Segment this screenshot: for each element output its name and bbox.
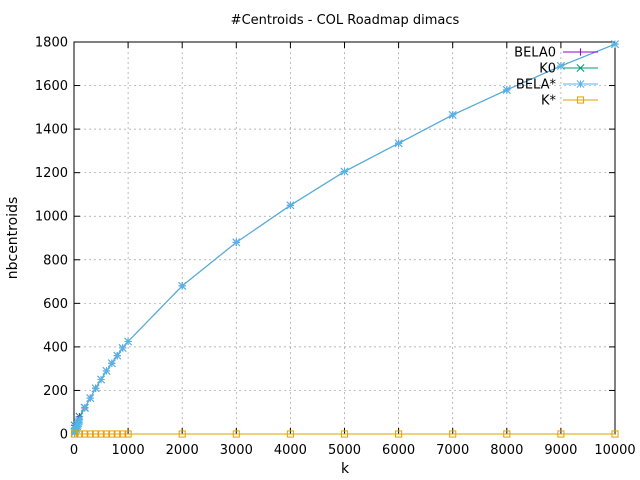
data-point-bela-star	[286, 201, 295, 210]
legend-marker-bela-star	[576, 80, 585, 88]
data-point-k-star	[124, 430, 132, 438]
data-point-bela-star	[73, 422, 82, 431]
x-tick-label: 9000	[544, 443, 577, 458]
data-point-bela-star	[394, 139, 403, 148]
data-point-k-star	[81, 430, 89, 438]
data-point-k-star	[503, 430, 511, 438]
chart-title: #Centroids - COL Roadmap dimacs	[231, 13, 460, 28]
x-tick-label: 5000	[328, 443, 361, 458]
data-point-k-star	[113, 430, 121, 438]
y-tick-label: 600	[43, 297, 68, 312]
series-bela-star	[70, 40, 619, 437]
y-tick-label: 1000	[35, 210, 68, 225]
x-tick-label: 0	[70, 443, 78, 458]
legend-label-bela-star: BELA*	[516, 78, 557, 93]
data-point-k-star	[557, 430, 565, 438]
y-tick-label: 200	[43, 384, 68, 399]
data-point-k-star	[75, 430, 83, 438]
data-point-bela-star	[107, 359, 116, 368]
data-point-k-star	[449, 430, 457, 438]
data-point-k-star	[92, 430, 100, 438]
x-tick-label: 3000	[220, 443, 253, 458]
legend-label-k0: K0	[539, 62, 556, 77]
y-tick-label: 1600	[35, 79, 68, 94]
legend-marker-k0	[576, 64, 585, 72]
data-point-bela-star	[118, 344, 127, 352]
x-tick-label: 8000	[490, 443, 523, 458]
data-point-k-star	[102, 430, 111, 438]
y-tick-label: 400	[43, 340, 68, 355]
data-point-k-star	[232, 430, 240, 438]
data-point-bela-star	[80, 403, 89, 412]
y-axis-label: nbcentroids	[5, 197, 21, 280]
legend-label-bela0: BELA0	[514, 46, 556, 61]
data-point-bela-star	[97, 375, 106, 384]
x-axis-label: k	[341, 461, 350, 477]
data-point-bela-star	[113, 351, 122, 360]
data-point-k-star	[340, 430, 349, 438]
x-tick-label: 4000	[274, 443, 307, 458]
data-point-k-star	[119, 430, 127, 438]
data-point-k-star	[70, 430, 79, 438]
x-tick-label: 1000	[112, 443, 145, 458]
data-point-bela-star	[102, 366, 111, 375]
legend-label-k-star: K*	[541, 94, 557, 109]
data-point-k-star	[97, 430, 105, 438]
grid	[74, 42, 615, 434]
data-point-bela-star	[74, 417, 83, 426]
data-point-bela-star	[91, 384, 100, 393]
data-point-k-star	[286, 430, 294, 438]
y-tick-label: 800	[43, 253, 68, 268]
x-tick-label: 10000	[594, 443, 635, 458]
x-tick-label: 6000	[382, 443, 415, 458]
data-point-bela-star	[502, 85, 511, 94]
data-point-bela-star	[340, 167, 349, 176]
x-tick-label: 7000	[436, 443, 469, 458]
series-k-star	[70, 430, 619, 438]
y-tick-label: 1400	[35, 123, 68, 138]
data-point-bela-star	[72, 423, 81, 432]
data-point-k-star	[86, 430, 94, 438]
data-point-bela-star	[556, 62, 565, 70]
x-tick-label: 2000	[166, 443, 199, 458]
data-point-k-star	[178, 430, 186, 438]
data-point-bela-star	[448, 111, 457, 119]
data-point-bela-star	[178, 281, 187, 290]
data-point-bela-star	[72, 425, 81, 434]
y-tick-label: 1800	[35, 36, 68, 51]
data-point-bela-star	[73, 420, 82, 429]
data-point-bela-star	[611, 40, 619, 49]
tick-labels: 0 1000 2000 3000 4000 5000 6000 7000 8000 9000 100…	[35, 36, 636, 459]
y-tick-label: 1200	[35, 166, 68, 181]
data-point-bela-star	[232, 238, 241, 247]
data-point-bela-star	[75, 415, 84, 424]
data-point-k-star	[395, 430, 403, 438]
legend-marker-k-star	[576, 96, 585, 104]
data-point-bela-star	[124, 337, 133, 346]
legend-marker-bela0	[576, 48, 585, 56]
series-layer	[70, 40, 619, 438]
data-point-k-star	[108, 430, 116, 438]
data-point-bela-star	[74, 419, 83, 428]
data-point-bela-star	[86, 394, 95, 403]
y-tick-label: 0	[60, 428, 68, 443]
data-point-k-star	[611, 430, 619, 438]
